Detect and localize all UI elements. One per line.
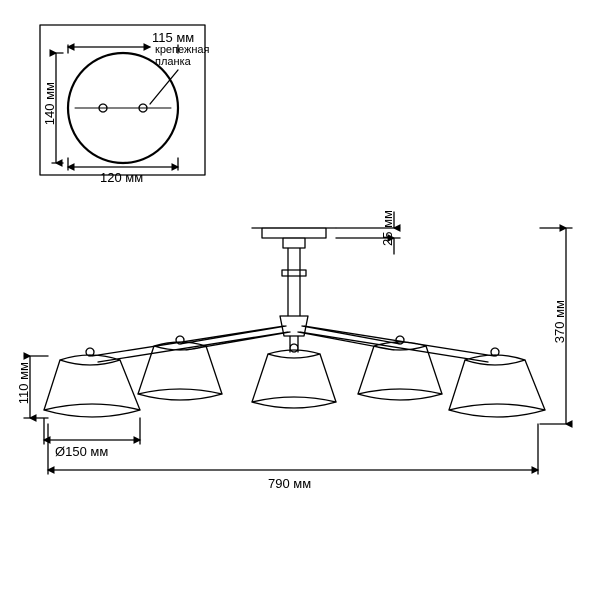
dim-canopy-h: 25 мм [380, 210, 395, 246]
dim-inset-top: 115 мм [152, 30, 194, 45]
shade-4 [358, 342, 442, 400]
shade-3 [252, 350, 336, 408]
dim-inset-right: крепежнаяпланка [155, 44, 210, 68]
canopy [262, 228, 326, 238]
dim-inset-left: 140 мм [42, 82, 57, 125]
dim-total-w: 790 мм [268, 476, 311, 491]
technical-drawing [0, 0, 600, 600]
dim-inset-bottom: 120 мм [100, 170, 143, 185]
shade-2 [138, 342, 222, 400]
dim-total-h: 370 мм [552, 300, 567, 343]
shade-5 [449, 355, 545, 417]
shade-1 [44, 355, 140, 417]
dim-shade-dia: Ø150 мм [55, 444, 108, 459]
dim-shade-h: 110 мм [16, 362, 31, 404]
